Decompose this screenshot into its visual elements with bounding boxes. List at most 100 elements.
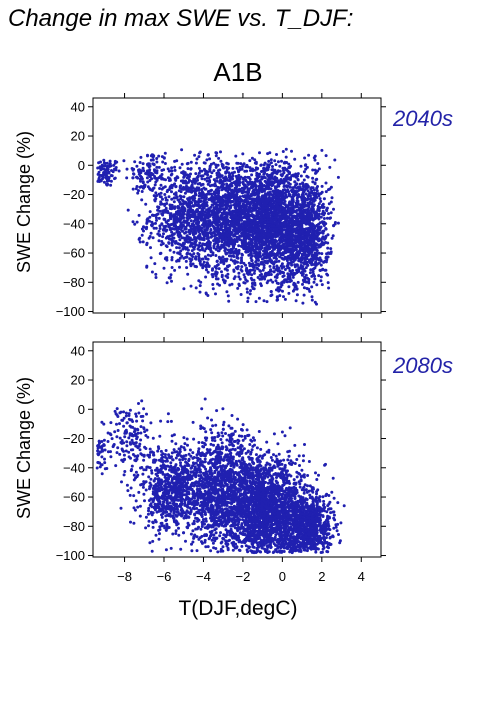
data-point [222, 258, 225, 262]
data-point [267, 174, 271, 177]
data-point [250, 259, 254, 263]
data-point [170, 197, 174, 201]
data-point [221, 166, 225, 170]
data-point [214, 179, 217, 183]
data-point [278, 164, 282, 168]
data-point [170, 169, 174, 173]
data-point [261, 176, 264, 180]
data-point [186, 272, 190, 276]
data-point [199, 194, 203, 198]
data-point [251, 191, 255, 195]
data-point [263, 179, 267, 183]
data-point [105, 176, 109, 180]
data-point [237, 244, 241, 248]
data-point [244, 246, 247, 250]
data-point [271, 189, 275, 193]
data-point [284, 147, 288, 151]
data-point [264, 206, 268, 210]
data-point [233, 170, 236, 174]
data-point [270, 261, 274, 265]
data-point [161, 160, 165, 164]
data-point [267, 229, 271, 233]
data-point [239, 238, 242, 242]
data-point [228, 233, 232, 237]
data-point [172, 222, 176, 226]
data-point [103, 162, 107, 165]
data-point [317, 274, 321, 278]
data-point [287, 291, 291, 295]
data-point [232, 246, 235, 250]
data-point [269, 219, 273, 223]
data-point [228, 283, 232, 287]
data-point [178, 252, 181, 256]
data-point [251, 241, 254, 245]
data-point [275, 232, 279, 236]
data-point [163, 204, 167, 207]
data-point [195, 208, 199, 211]
data-point [177, 246, 181, 250]
data-point [197, 166, 201, 170]
data-point [243, 242, 247, 246]
data-point [186, 223, 189, 227]
data-point [225, 215, 229, 219]
data-point [276, 160, 280, 164]
data-point [234, 205, 238, 209]
data-point [138, 161, 142, 164]
data-point [265, 184, 269, 187]
data-point [280, 194, 284, 198]
data-point [224, 165, 228, 169]
data-point [286, 264, 290, 267]
data-point [289, 206, 293, 210]
data-point [283, 184, 287, 188]
data-point [246, 193, 250, 197]
data-point [243, 238, 247, 241]
data-point [222, 280, 226, 284]
data-point [249, 256, 253, 260]
data-point [109, 174, 113, 177]
data-point [152, 226, 156, 230]
data-point [264, 240, 268, 244]
data-point [272, 270, 276, 274]
data-point [202, 260, 206, 264]
data-point [263, 235, 267, 238]
data-point [304, 273, 308, 277]
data-point [187, 208, 190, 212]
data-point [141, 180, 145, 184]
data-point [203, 203, 207, 207]
data-point [267, 159, 271, 163]
data-point [277, 250, 281, 254]
data-point [330, 236, 334, 240]
data-point [174, 240, 178, 243]
data-point [253, 158, 257, 162]
data-point [154, 180, 158, 184]
data-point [161, 209, 164, 213]
data-point [252, 181, 256, 185]
data-point [192, 247, 196, 251]
data-point [210, 203, 214, 207]
data-point [268, 151, 272, 155]
data-point [272, 207, 276, 210]
data-point [187, 186, 191, 190]
data-point [245, 268, 249, 272]
data-point [274, 218, 278, 222]
data-point [239, 268, 243, 272]
data-point [259, 269, 262, 273]
data-point [308, 271, 312, 275]
data-point [197, 256, 201, 260]
data-point [313, 300, 317, 304]
data-point [165, 281, 169, 285]
data-point [310, 198, 314, 202]
data-point [155, 169, 159, 173]
data-point [213, 221, 217, 225]
data-point [271, 280, 275, 284]
data-point [307, 209, 311, 212]
data-point [163, 151, 167, 155]
data-point [231, 209, 235, 213]
data-point [280, 159, 283, 163]
data-point [329, 247, 333, 251]
data-point [216, 282, 220, 286]
data-point [164, 206, 168, 210]
data-point [161, 235, 165, 239]
data-point [182, 220, 186, 224]
data-point [221, 255, 225, 259]
